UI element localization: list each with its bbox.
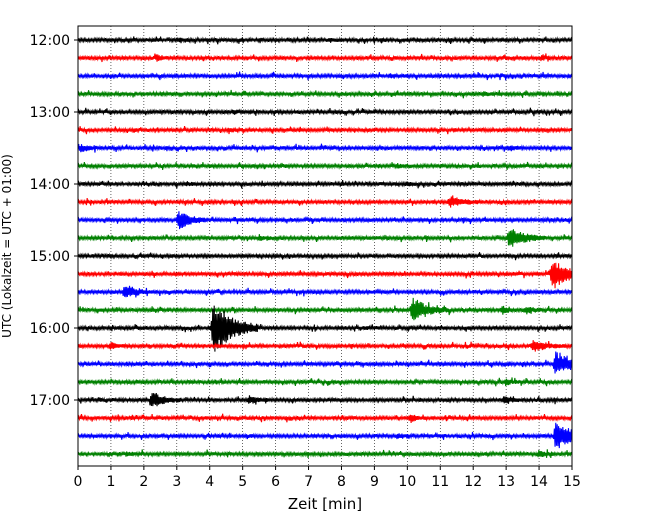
- trace-1315: [77, 125, 573, 135]
- trace-1545: [77, 297, 573, 321]
- y-axis: 12:00 13:00 14:00 15:00 16:00 17:00: [30, 33, 78, 409]
- y-tick-label: 16:00: [30, 321, 70, 337]
- trace-1345: [77, 161, 573, 170]
- plot-frame: [77, 25, 573, 467]
- x-tick-label: 7: [304, 474, 313, 490]
- y-axis-label: UTC (Lokalzeit = UTC + 01:00): [0, 154, 14, 338]
- x-tick-label: 11: [431, 474, 449, 490]
- trace-1215: [77, 53, 573, 63]
- x-tick-label: 6: [271, 474, 280, 490]
- y-tick-label: 15:00: [30, 249, 70, 265]
- trace-1445: [77, 229, 573, 247]
- y-tick-label: 14:00: [30, 177, 70, 193]
- x-tick-label: 4: [205, 474, 214, 490]
- trace-1715: [77, 413, 573, 423]
- x-tick-label: 1: [106, 474, 115, 490]
- trace-1645: [77, 377, 573, 387]
- trace-1530: [77, 285, 573, 298]
- trace-1330: [77, 143, 573, 153]
- trace-1430: [77, 211, 573, 230]
- y-tick-label: 17:00: [30, 393, 70, 409]
- trace-1300: [77, 107, 573, 117]
- trace-1745: [77, 449, 573, 458]
- trace-1200: [77, 35, 573, 45]
- x-tick-label: 5: [238, 474, 247, 490]
- x-tick-label: 13: [497, 474, 515, 490]
- x-tick-label: 10: [398, 474, 416, 490]
- x-tick-label: 9: [370, 474, 379, 490]
- x-tick-label: 0: [74, 474, 83, 490]
- vertical-grid: [110, 26, 540, 466]
- y-tick-label: 12:00: [30, 33, 70, 49]
- x-tick-label: 12: [464, 474, 482, 490]
- x-axis: 0 1 2 3 4 5 6 7 8 9 10 11 12 13 14 15: [74, 466, 581, 490]
- traces-group: [77, 35, 573, 458]
- x-tick-label: 2: [139, 474, 148, 490]
- trace-1630: [77, 351, 573, 374]
- x-axis-label: Zeit [min]: [288, 495, 362, 513]
- trace-1700: [77, 393, 573, 407]
- trace-1400: [77, 180, 573, 189]
- trace-1515: [77, 262, 573, 289]
- trace-1230: [77, 71, 573, 81]
- trace-1245: [77, 89, 573, 99]
- x-tick-label: 15: [563, 474, 581, 490]
- trace-1600: [77, 305, 573, 352]
- trace-1615: [77, 340, 573, 352]
- x-tick-label: 3: [172, 474, 181, 490]
- x-tick-label: 8: [337, 474, 346, 490]
- trace-1415: [77, 195, 573, 208]
- trace-1730: [77, 422, 573, 449]
- trace-1500: [77, 252, 573, 261]
- y-tick-label: 13:00: [30, 105, 70, 121]
- x-tick-label: 14: [530, 474, 548, 490]
